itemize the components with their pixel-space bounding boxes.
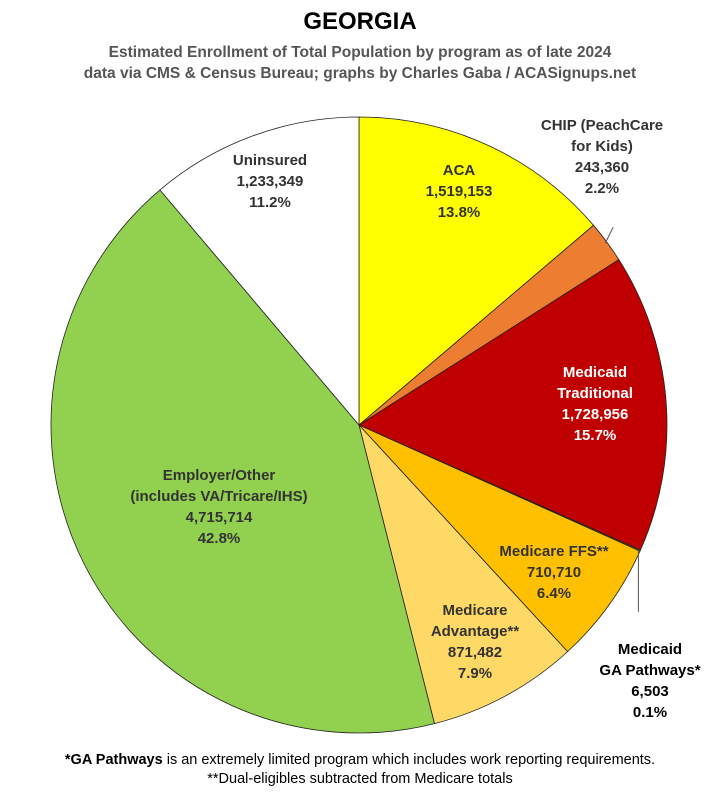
slice-label-name-medicaid-ga-pathways: GA Pathways* <box>599 662 700 679</box>
slice-label-value-employer-other-includes-va-tricare-ihs: 4,715,714 <box>186 509 253 526</box>
slice-label-percent-medicaid-traditional: 15.7% <box>574 427 617 444</box>
slice-label-value-medicaid-ga-pathways: 6,503 <box>631 683 669 700</box>
slice-label-name-medicare-advantage: Medicare <box>442 602 507 619</box>
slice-label-percent-chip-peachcare-for-kids: 2.2% <box>585 180 619 197</box>
pie-slices <box>50 116 668 734</box>
footnote-ga-pathways-text: is an extremely limited program which in… <box>162 752 656 768</box>
slice-label-name-medicare-ffs: Medicare FFS** <box>499 543 608 560</box>
slice-label-name-aca: ACA <box>443 162 476 179</box>
slice-label-value-medicare-advantage: 871,482 <box>448 644 502 661</box>
slice-label-name-medicare-advantage: Advantage** <box>431 623 520 640</box>
slice-label-value-chip-peachcare-for-kids: 243,360 <box>575 159 629 176</box>
slice-label-name-medicaid-traditional: Medicaid <box>563 364 627 381</box>
slice-label-percent-uninsured: 11.2% <box>249 194 291 211</box>
slice-label-name-employer-other-includes-va-tricare-ihs: Employer/Other <box>163 467 276 484</box>
slice-label-value-medicaid-traditional: 1,728,956 <box>562 406 629 423</box>
slice-uninsured <box>159 116 360 427</box>
slice-label-value-aca: 1,519,153 <box>426 183 493 200</box>
slice-label-percent-employer-other-includes-va-tricare-ihs: 42.8% <box>198 530 241 547</box>
slice-labels: ACA 1,519,153 13.8% CHIP (PeachCare for Kids… <box>130 117 700 721</box>
pie-chart: ACA 1,519,153 13.8% CHIP (PeachCare for Kids… <box>50 116 701 734</box>
slice-medicaid-traditional <box>358 259 668 551</box>
slice-aca <box>358 116 595 426</box>
footnote-dual-eligibles: **Dual-eligibles subtracted from Medicar… <box>207 771 513 787</box>
slice-label-name-chip-peachcare-for-kids: CHIP (PeachCare <box>541 117 663 134</box>
slice-label-name-medicaid-traditional: Traditional <box>557 385 633 402</box>
footnote-ga-pathways: *GA Pathways is an extremely limited pro… <box>0 752 720 768</box>
slice-label-percent-aca: 13.8% <box>438 204 481 221</box>
slice-employer-other-includes-va-tricare-ihs <box>50 189 435 734</box>
chart-title: GEORGIA <box>303 8 417 35</box>
slice-label-value-uninsured: 1,233,349 <box>237 173 304 190</box>
slice-medicare-advantage <box>358 424 569 725</box>
slice-label-name-employer-other-includes-va-tricare-ihs: (includes VA/Tricare/IHS) <box>130 488 307 505</box>
slice-label-name-chip-peachcare-for-kids: for Kids) <box>571 138 633 155</box>
slice-label-name-medicaid-ga-pathways: Medicaid <box>618 641 682 658</box>
subtitle-line-1: Estimated Enrollment of Total Population… <box>108 44 612 61</box>
footnote-ga-pathways-term: *GA Pathways <box>64 752 163 768</box>
slice-medicare-ffs <box>358 424 641 653</box>
slice-label-value-medicare-ffs: 710,710 <box>527 564 581 581</box>
slice-label-name-uninsured: Uninsured <box>233 152 307 169</box>
slice-label-percent-medicare-advantage: 7.9% <box>458 665 492 682</box>
leader-line-chip-peachcare-for-kids <box>604 227 614 244</box>
leader-lines <box>604 227 639 612</box>
slice-label-percent-medicare-ffs: 6.4% <box>537 585 571 602</box>
subtitle-line-2: data via CMS & Census Bureau; graphs by … <box>83 65 637 82</box>
slice-label-percent-medicaid-ga-pathways: 0.1% <box>633 704 667 721</box>
